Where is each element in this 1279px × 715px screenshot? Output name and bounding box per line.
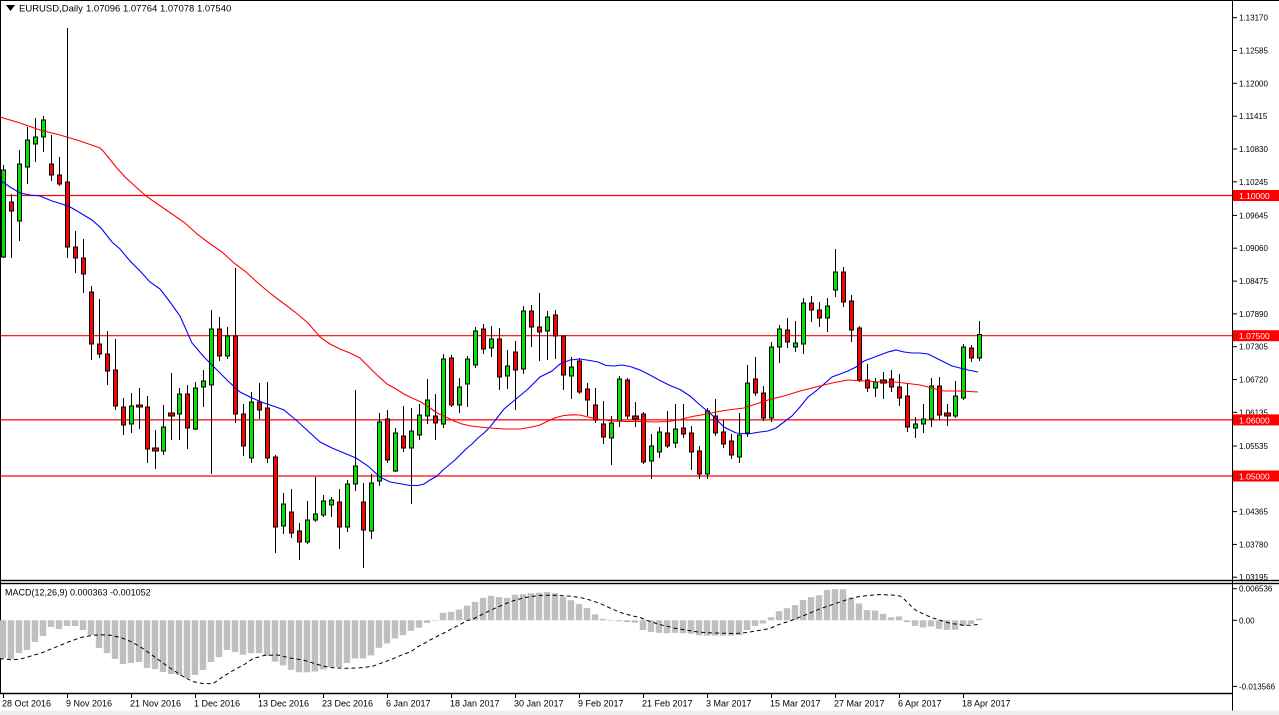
svg-text:1 Dec 2016: 1 Dec 2016 (194, 699, 240, 709)
svg-text:1.12000: 1.12000 (1239, 79, 1268, 88)
svg-text:13 Dec 2016: 13 Dec 2016 (258, 699, 309, 709)
svg-text:1.08475: 1.08475 (1239, 277, 1268, 286)
svg-text:18 Apr 2017: 18 Apr 2017 (962, 699, 1011, 709)
svg-text:23 Dec 2016: 23 Dec 2016 (322, 699, 373, 709)
svg-text:1.06135: 1.06135 (1239, 408, 1268, 417)
svg-text:1.09645: 1.09645 (1239, 211, 1268, 220)
svg-text:1.05535: 1.05535 (1239, 442, 1268, 451)
svg-text:3 Mar 2017: 3 Mar 2017 (706, 699, 752, 709)
svg-text:1.07096 1.07764 1.07078 1.0754: 1.07096 1.07764 1.07078 1.07540 (86, 4, 231, 15)
svg-text:1.03780: 1.03780 (1239, 540, 1268, 549)
svg-text:1.05000: 1.05000 (1239, 472, 1270, 482)
svg-text:1.07890: 1.07890 (1239, 310, 1268, 319)
svg-text:MACD(12,26,9) 0.000363 -0.0010: MACD(12,26,9) 0.000363 -0.001052 (5, 588, 151, 598)
svg-text:0.00: 0.00 (1239, 616, 1255, 625)
svg-text:15 Mar 2017: 15 Mar 2017 (770, 699, 821, 709)
svg-text:1.12585: 1.12585 (1239, 47, 1268, 56)
svg-text:1.03195: 1.03195 (1239, 573, 1268, 582)
svg-text:1.11415: 1.11415 (1239, 112, 1268, 121)
svg-text:1.06000: 1.06000 (1239, 415, 1270, 425)
svg-text:9 Nov 2016: 9 Nov 2016 (66, 699, 112, 709)
svg-text:1.13170: 1.13170 (1239, 14, 1268, 23)
svg-text:9 Feb 2017: 9 Feb 2017 (578, 699, 624, 709)
svg-text:1.07500: 1.07500 (1239, 331, 1270, 341)
svg-text:1.10000: 1.10000 (1239, 191, 1270, 201)
svg-text:27 Mar 2017: 27 Mar 2017 (834, 699, 885, 709)
svg-text:1.06720: 1.06720 (1239, 376, 1268, 385)
svg-text:18 Jan 2017: 18 Jan 2017 (450, 699, 500, 709)
svg-text:6 Jan 2017: 6 Jan 2017 (386, 699, 431, 709)
svg-text:1.09060: 1.09060 (1239, 244, 1268, 253)
svg-text:EURUSD,Daily: EURUSD,Daily (19, 4, 83, 15)
svg-text:-0.013566: -0.013566 (1239, 682, 1276, 691)
svg-text:6 Apr 2017: 6 Apr 2017 (898, 699, 942, 709)
svg-text:28 Oct 2016: 28 Oct 2016 (2, 699, 51, 709)
svg-text:1.07305: 1.07305 (1239, 343, 1268, 352)
svg-text:30 Jan 2017: 30 Jan 2017 (514, 699, 564, 709)
svg-text:21 Feb 2017: 21 Feb 2017 (642, 699, 693, 709)
svg-text:0.006536: 0.006536 (1239, 585, 1273, 594)
svg-text:1.10245: 1.10245 (1239, 178, 1268, 187)
svg-text:21 Nov 2016: 21 Nov 2016 (130, 699, 181, 709)
svg-text:1.04365: 1.04365 (1239, 508, 1268, 517)
svg-text:1.10830: 1.10830 (1239, 145, 1268, 154)
